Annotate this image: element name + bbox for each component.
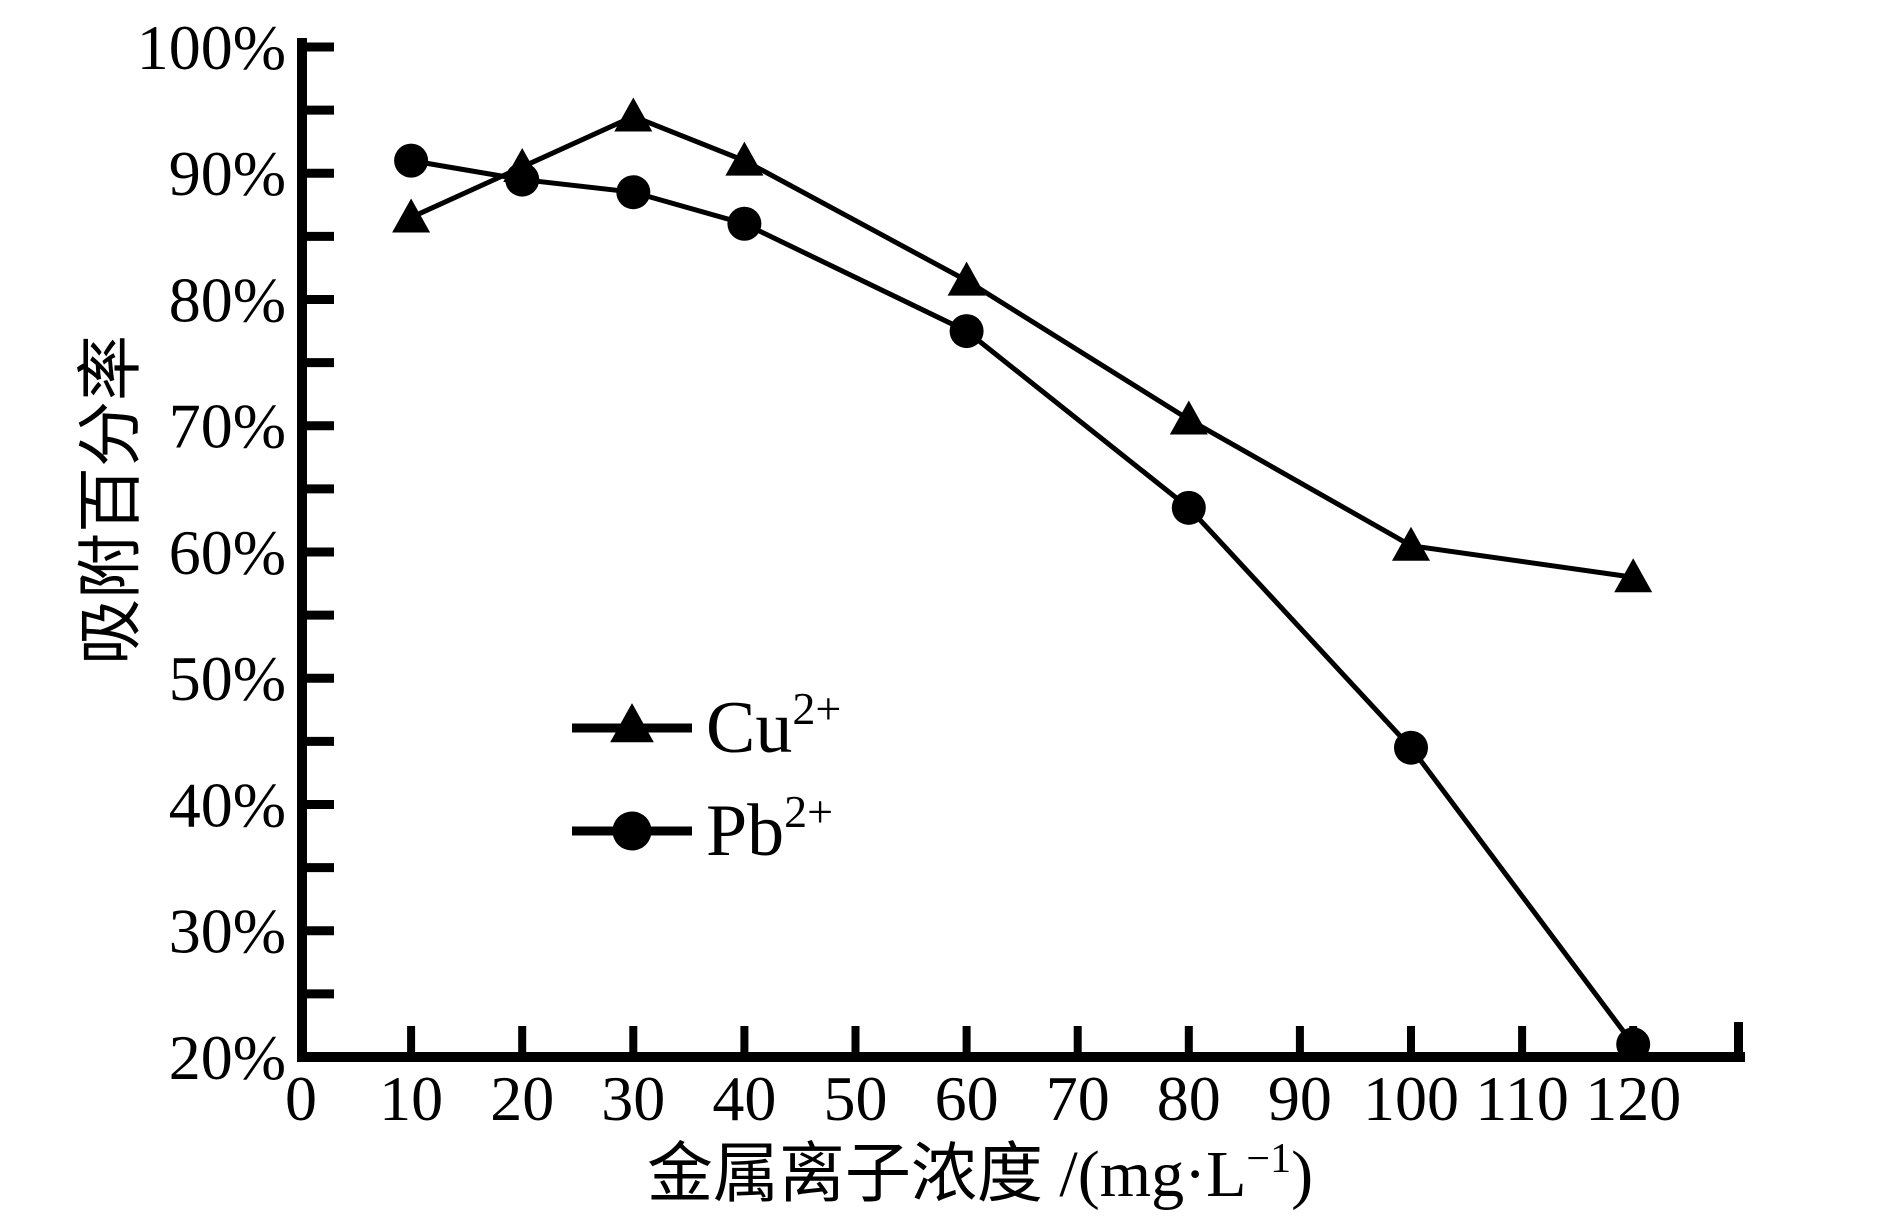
x-tick (1407, 1026, 1415, 1052)
x-tick-label: 80 (1157, 1063, 1221, 1134)
legend-pb2+-circle-marker (612, 811, 652, 851)
y-tick (307, 231, 334, 241)
y-tick-label: 70% (169, 391, 286, 462)
x-axis-line (297, 1052, 1745, 1062)
y-tick (307, 800, 334, 809)
x-tick-label: 110 (1475, 1063, 1569, 1134)
y-tick-label: 60% (169, 517, 286, 588)
x-tick (629, 1026, 638, 1052)
y-tick (307, 926, 334, 936)
cu2+-triangle-marker (1392, 526, 1430, 561)
x-tick-label: 50 (824, 1063, 888, 1134)
x-tick (962, 1026, 971, 1052)
axes: 20% 30% 40% 50% 60% 70% 80% 90% 100% 0 10 20 30 40 50 6… (137, 12, 1745, 1134)
cu2+-triangle-marker (947, 261, 986, 296)
cu2+-triangle-marker (725, 141, 764, 176)
legend-entry-pb2+: Pb2+ (572, 786, 833, 872)
x-tick-label: 0 (285, 1063, 317, 1134)
cu2+-triangle-marker (1169, 400, 1208, 435)
y-tick (307, 736, 334, 746)
pb2+-circle-marker (505, 162, 540, 197)
y-tick (307, 358, 334, 368)
y-axis-line (297, 38, 307, 1062)
pb2+-circle-marker (616, 175, 651, 210)
x-tick (740, 1026, 749, 1052)
y-tick (307, 547, 334, 557)
x-tick (1295, 1026, 1304, 1052)
y-tick-label: 50% (169, 643, 286, 714)
x-axis-end-tick (1734, 1022, 1743, 1052)
y-tick (307, 168, 334, 178)
x-tick (1184, 1026, 1193, 1052)
x-tick (407, 1026, 416, 1052)
x-tick (518, 1026, 527, 1052)
y-tick-label: 90% (169, 138, 286, 209)
x-tick-label: 100 (1363, 1063, 1459, 1134)
x-tick (1518, 1026, 1527, 1052)
pb2+-circle-marker (1171, 490, 1206, 525)
x-tick-label: 60 (935, 1063, 999, 1134)
y-tick-label: 30% (169, 896, 286, 967)
y-tick (307, 295, 334, 304)
data-series (392, 97, 1653, 1062)
legend: Cu2+ Pb2+ (572, 683, 841, 872)
y-tick (307, 863, 334, 873)
legend-cu2+-triangle-marker (610, 703, 654, 743)
y-tick (307, 989, 334, 999)
x-axis-title: 金属离子浓度 /(mg·L−1) (647, 1136, 1313, 1211)
y-tick-label: 20% (169, 1022, 286, 1093)
pb2+-series-line (410, 158, 1636, 1046)
y-tick-label: 40% (169, 769, 286, 840)
cu2+-series-line (410, 113, 1634, 580)
x-tick-label: 20 (490, 1063, 554, 1134)
y-tick (307, 105, 334, 115)
y-axis-title: 吸附百分率 (75, 335, 148, 665)
y-tick (307, 610, 334, 620)
pb2+-circle-marker (727, 206, 762, 241)
x-tick (851, 1026, 860, 1052)
legend-label-cu2+: Cu2+ (706, 683, 841, 769)
x-tick-label: 70 (1046, 1063, 1110, 1134)
cu2+-triangle-marker (392, 198, 431, 233)
x-tick-label: 10 (379, 1063, 443, 1134)
legend-label-pb2+: Pb2+ (706, 786, 833, 872)
pb2+-circle-marker (949, 314, 984, 349)
y-tick-label: 80% (169, 264, 286, 335)
cu2+-triangle-marker (614, 97, 653, 132)
pb2+-circle-marker (1394, 730, 1428, 765)
x-tick-label: 120 (1585, 1063, 1681, 1134)
pb2+-circle-marker (394, 143, 429, 178)
y-tick (307, 484, 334, 494)
y-tick (307, 42, 334, 52)
x-tick (1073, 1026, 1082, 1052)
pb2+-circle-marker (1616, 1027, 1651, 1062)
x-tick-label: 40 (712, 1063, 776, 1134)
x-tick-label: 30 (601, 1063, 665, 1134)
cu2+-triangle-marker (1614, 558, 1653, 593)
y-tick-label: 100% (137, 12, 286, 83)
x-tick-label: 90 (1268, 1063, 1332, 1134)
y-tick (307, 421, 334, 431)
legend-entry-cu2+: Cu2+ (572, 683, 841, 769)
y-tick (307, 673, 334, 683)
